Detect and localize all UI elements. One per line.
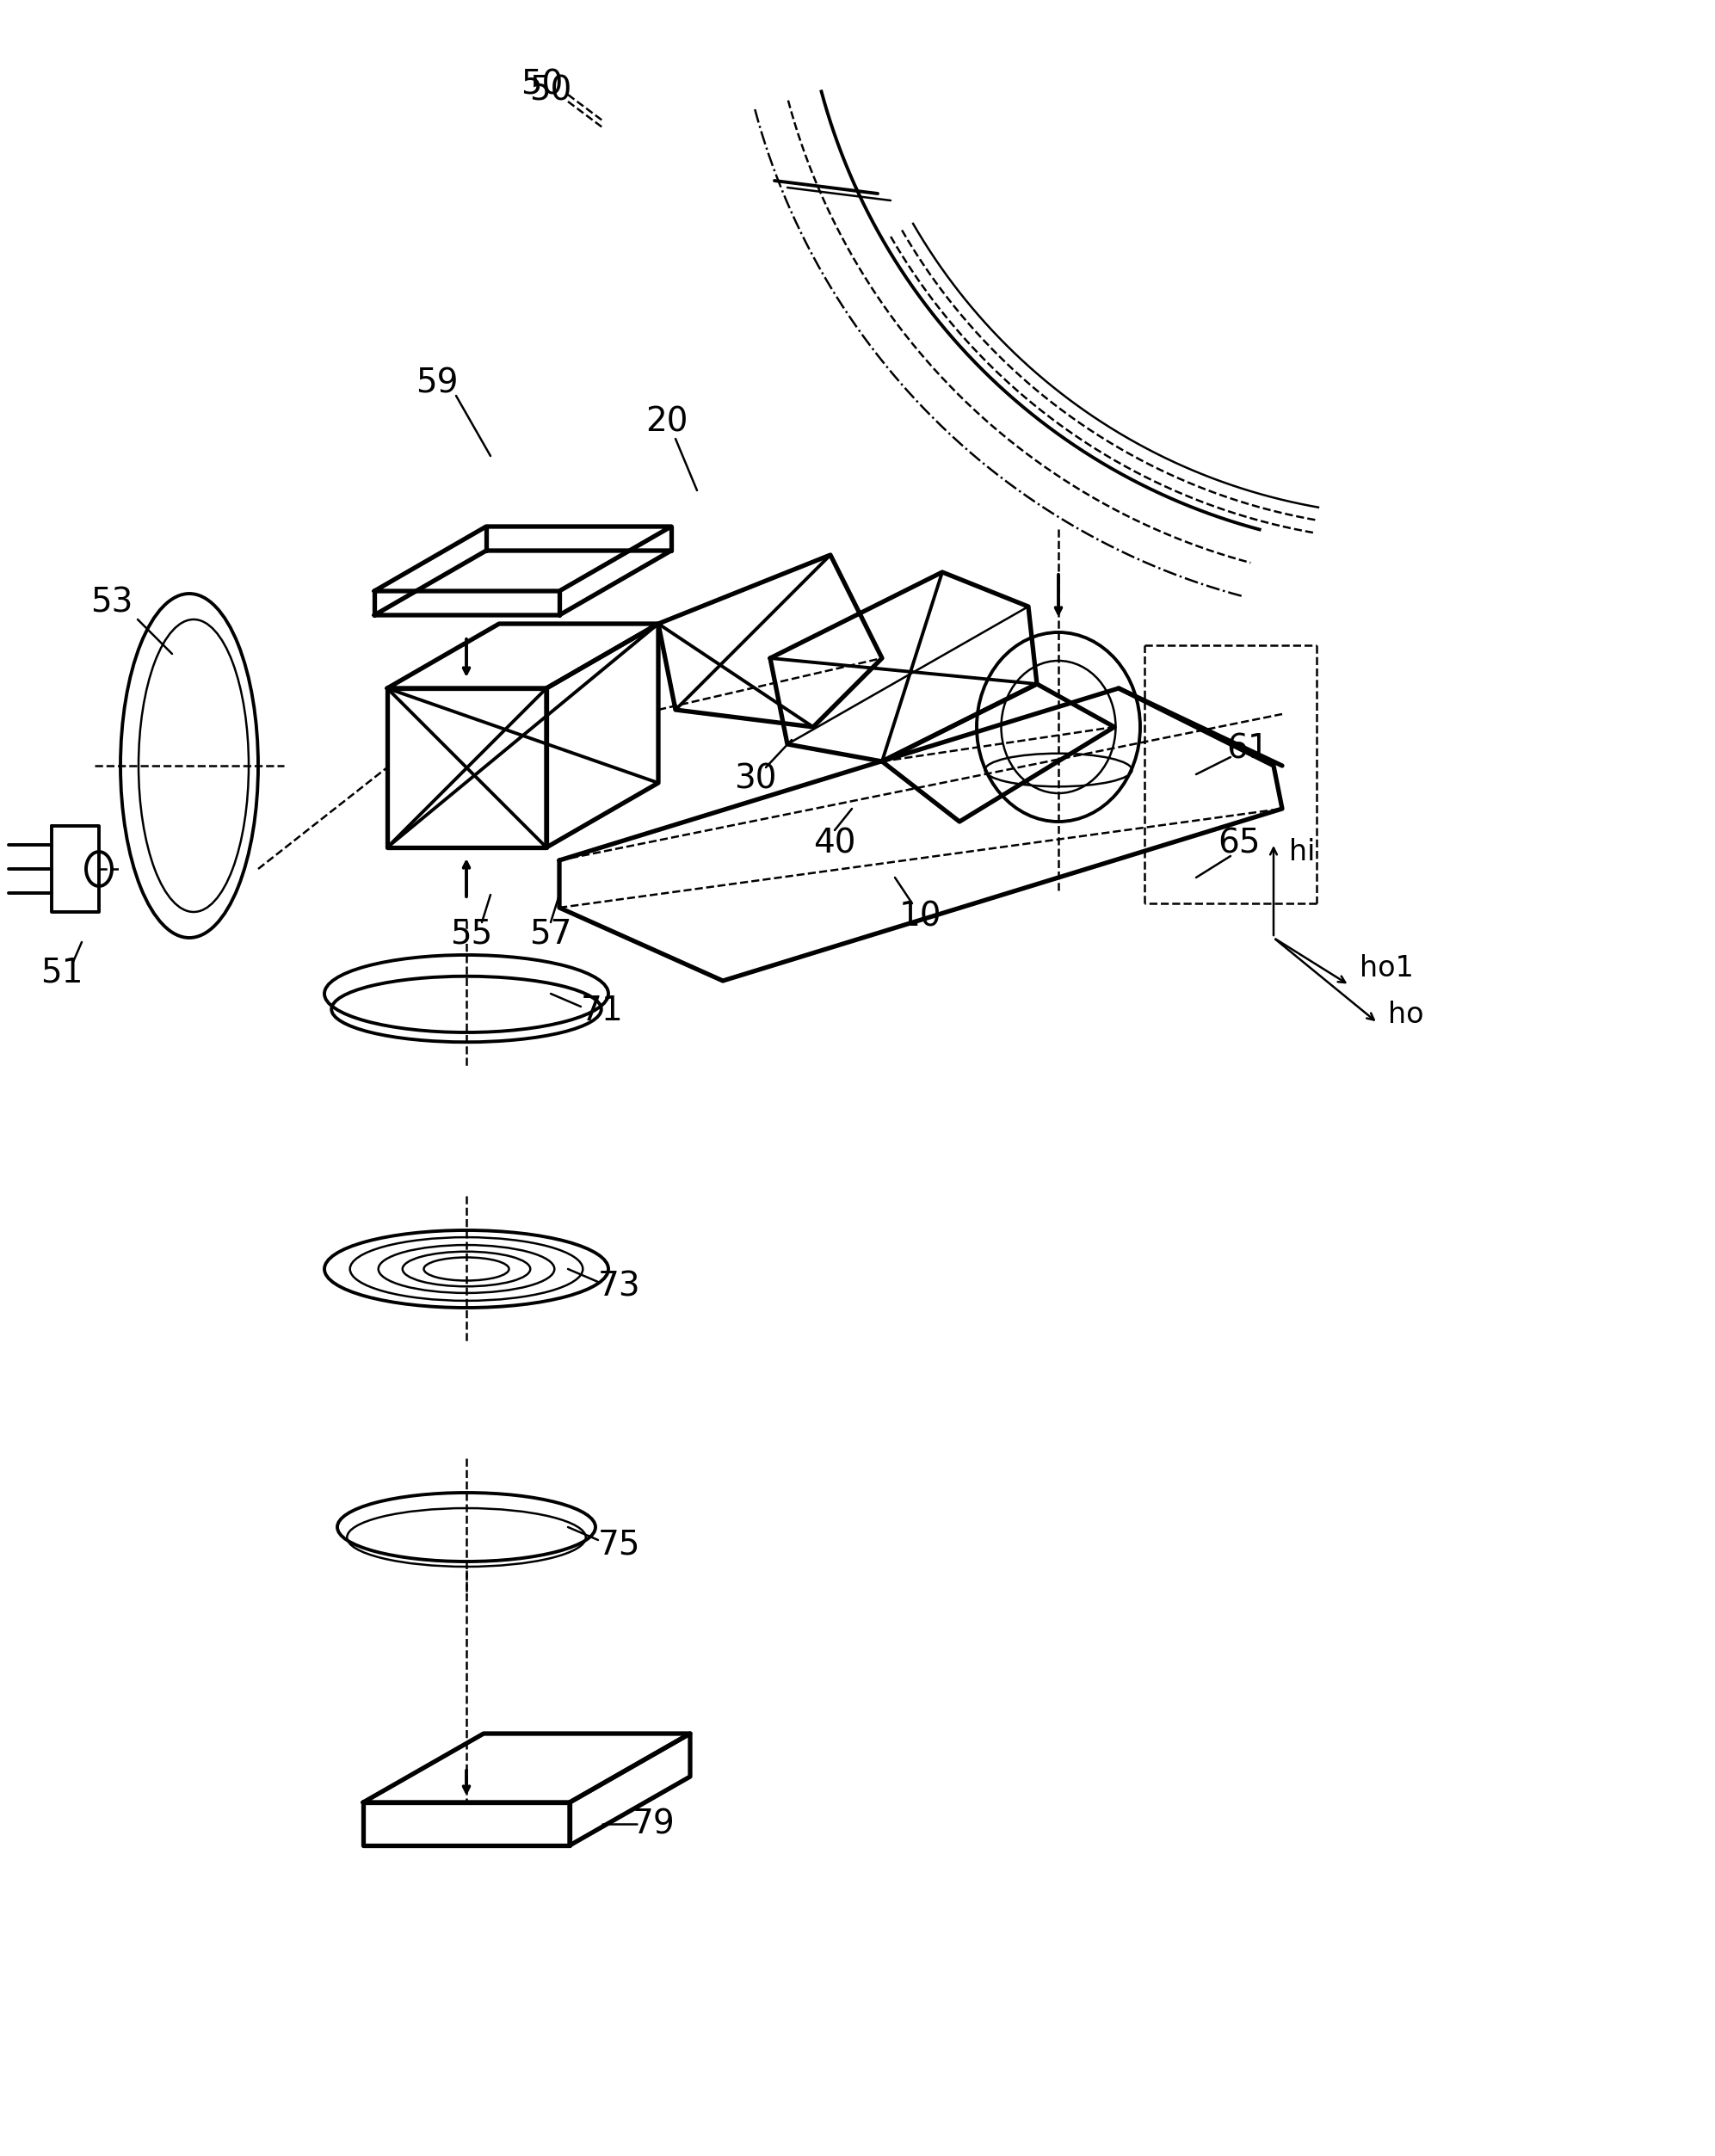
Text: 50: 50 [530, 73, 573, 106]
Text: 79: 79 [633, 1807, 676, 1841]
Text: ho1: ho1 [1360, 955, 1413, 983]
Text: 50: 50 [521, 69, 563, 101]
Text: 61: 61 [1226, 733, 1269, 765]
Text: 55: 55 [451, 916, 492, 951]
Text: ho: ho [1387, 1000, 1423, 1028]
Text: 20: 20 [645, 405, 688, 438]
Text: 40: 40 [813, 826, 856, 860]
Text: 73: 73 [599, 1270, 641, 1302]
Text: 53: 53 [91, 586, 134, 619]
Text: 57: 57 [530, 916, 573, 951]
Text: 10: 10 [899, 899, 942, 934]
Text: 51: 51 [41, 955, 84, 987]
Text: 65: 65 [1218, 826, 1261, 860]
Text: 75: 75 [599, 1529, 641, 1561]
Text: 59: 59 [415, 367, 458, 399]
Text: 30: 30 [734, 763, 777, 796]
Text: hi: hi [1290, 839, 1315, 867]
Text: 71: 71 [581, 994, 624, 1026]
